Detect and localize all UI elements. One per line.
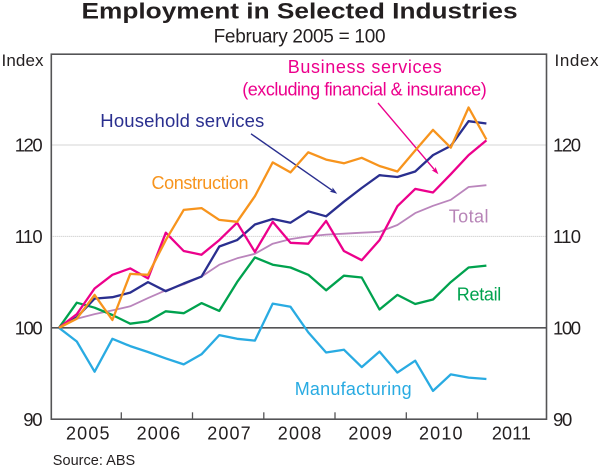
svg-text:110: 110: [553, 226, 581, 247]
svg-text:Household services: Household services: [100, 110, 264, 131]
svg-text:2005: 2005: [66, 423, 110, 443]
svg-text:90: 90: [23, 409, 42, 430]
svg-text:120: 120: [553, 134, 581, 155]
svg-text:2006: 2006: [137, 423, 181, 443]
svg-text:Retail: Retail: [457, 284, 502, 304]
svg-text:2007: 2007: [207, 423, 251, 443]
svg-text:2010: 2010: [419, 423, 463, 443]
svg-text:Index: Index: [2, 51, 45, 70]
svg-text:Employment in Selected Industr: Employment in Selected Industries: [82, 0, 518, 24]
svg-text:120: 120: [15, 134, 43, 155]
svg-text:(excluding financial & insuran: (excluding financial & insurance): [242, 80, 487, 100]
svg-text:100: 100: [553, 317, 581, 338]
svg-text:Business services: Business services: [288, 57, 442, 77]
svg-text:Source: ABS: Source: ABS: [53, 453, 135, 469]
svg-text:2008: 2008: [278, 423, 322, 443]
svg-text:90: 90: [553, 409, 572, 430]
svg-text:2011: 2011: [492, 423, 531, 443]
svg-text:Manufacturing: Manufacturing: [295, 379, 412, 399]
svg-text:Construction: Construction: [152, 173, 249, 193]
svg-text:2009: 2009: [348, 423, 392, 443]
svg-text:110: 110: [15, 226, 43, 247]
svg-text:Index: Index: [555, 51, 600, 70]
svg-text:100: 100: [15, 317, 43, 338]
svg-text:Total: Total: [449, 207, 489, 227]
svg-text:February 2005 = 100: February 2005 = 100: [214, 27, 386, 48]
